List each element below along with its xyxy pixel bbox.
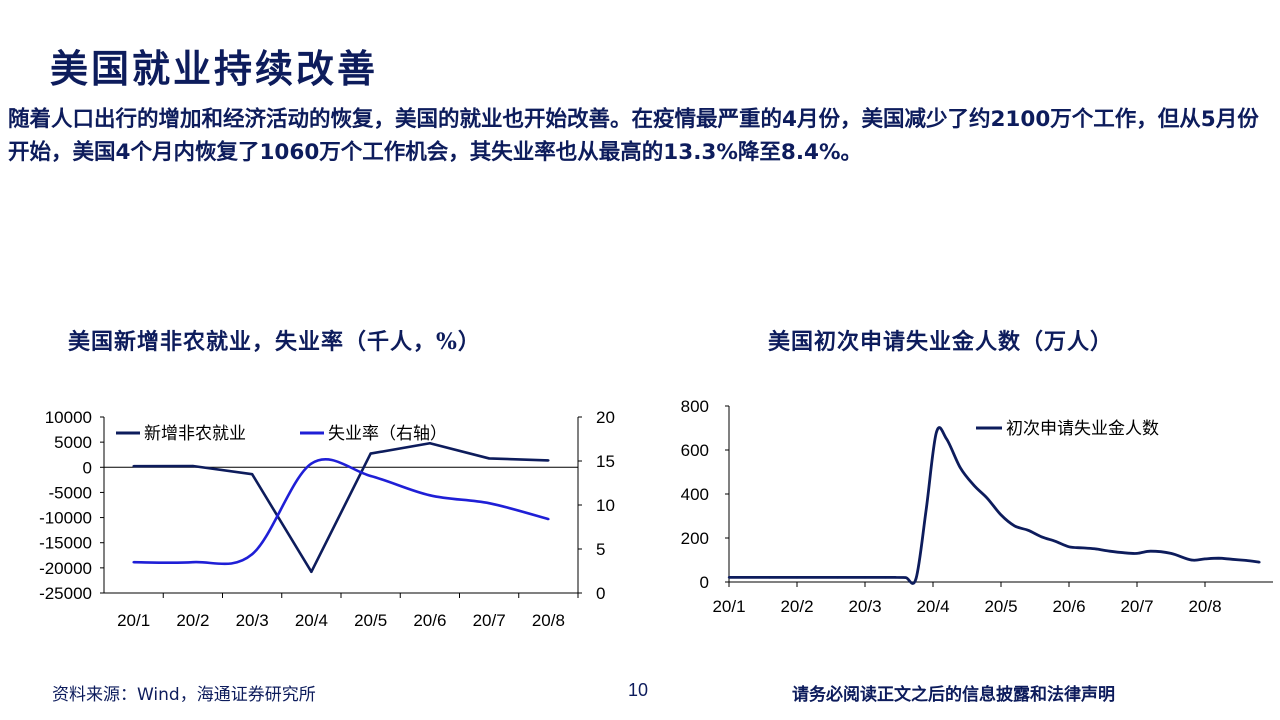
claims-point <box>768 576 771 579</box>
left-tick-label: 5000 <box>54 433 92 452</box>
payrolls-point <box>487 457 491 460</box>
payrolls-point <box>191 464 195 468</box>
unemployment-rate-point <box>487 502 491 505</box>
payrolls-point <box>250 472 254 476</box>
unemployment-rate-point <box>310 462 313 465</box>
claims-point <box>1108 550 1111 553</box>
x-tick-label: 20/8 <box>532 611 565 630</box>
y-tick-label: 600 <box>681 441 709 460</box>
left-tick-label: 0 <box>83 458 92 477</box>
claims-point <box>894 576 897 579</box>
claims-point <box>1231 558 1234 561</box>
chart-title-claims: 美国初次申请失业金人数（万人） <box>768 329 1114 355</box>
left-tick-label: -10000 <box>39 509 92 528</box>
disclaimer-link[interactable]: 请务必阅读正文之后的信息披露和法律声明 <box>792 685 1115 705</box>
x-tick-label: 20/5 <box>354 611 387 630</box>
claims-point <box>1081 546 1084 550</box>
unemployment-rate-point <box>132 561 135 564</box>
left-tick-label: -20000 <box>39 559 92 578</box>
legend-label-claims: 初次申请失业金人数 <box>1006 419 1159 439</box>
claims-point <box>863 576 867 579</box>
claims-point <box>914 577 918 580</box>
y-tick-label: 800 <box>681 397 709 416</box>
legend-label-payrolls: 新增非农就业 <box>144 424 246 444</box>
x-tick-label: 20/2 <box>176 611 209 630</box>
y-tick-label: 400 <box>681 485 709 504</box>
payrolls-line <box>133 441 549 574</box>
x-tick-label: 20/7 <box>473 611 506 630</box>
claims-point <box>1169 552 1173 555</box>
claims-point <box>945 437 948 441</box>
payrolls-point <box>132 465 135 468</box>
left-tick-label: -25000 <box>39 584 92 603</box>
unemployment-rate-point <box>547 517 550 521</box>
unemployment-rate-point <box>428 494 432 497</box>
payrolls-point <box>547 459 550 462</box>
claims-point <box>1054 540 1057 543</box>
x-tick-label: 20/4 <box>295 611 328 630</box>
claims-point <box>972 484 975 487</box>
right-tick-label: 0 <box>596 584 605 603</box>
claims-point <box>1258 561 1261 564</box>
x-tick-label: 20/3 <box>848 597 881 616</box>
unemployment-rate-point <box>369 474 372 478</box>
x-tick-label: 20/1 <box>117 611 150 630</box>
claims-point <box>1027 529 1030 532</box>
claims-point <box>1244 559 1247 562</box>
x-tick-label: 20/6 <box>1052 597 1085 616</box>
slide-title: 美国就业持续改善 <box>50 46 379 91</box>
claims-point <box>1203 557 1207 561</box>
claims-point <box>1122 551 1125 554</box>
unemployment-rate-line <box>133 458 549 566</box>
source-note: 资料来源：Wind，海通证券研究所 <box>52 685 316 705</box>
x-tick-label: 20/3 <box>236 611 269 630</box>
claims-point <box>959 466 962 469</box>
left-tick-label: 10000 <box>45 408 92 427</box>
y-tick-label: 0 <box>700 573 709 592</box>
jobless-claims-chart: 800 600 400 200 020/1 20/2 20/3 20/4 20/5 20/6 20/… <box>681 397 1273 616</box>
claims-point <box>1095 547 1098 551</box>
claims-point <box>1135 552 1139 555</box>
right-tick-label: 5 <box>596 540 605 559</box>
claims-point <box>1013 524 1016 528</box>
claims-point <box>935 431 938 434</box>
right-tick-label: 15 <box>596 452 615 471</box>
claims-point <box>1040 535 1043 539</box>
legend-label-unemployment: 失业率（右轴） <box>328 424 447 444</box>
claims-point <box>999 513 1003 517</box>
claims-point <box>727 576 731 579</box>
intro-paragraph: 随着人口出行的增加和经济活动的恢复，美国的就业也开始改善。在疫情最严重的4月份，… <box>8 107 1259 165</box>
claims-point <box>904 576 907 579</box>
claims-point <box>795 576 799 579</box>
payrolls-point <box>310 570 313 574</box>
claims-point <box>1217 557 1220 560</box>
unemployment-rate-point <box>191 561 195 564</box>
left-tick-label: -15000 <box>39 534 92 553</box>
right-tick-label: 20 <box>596 408 615 427</box>
claims-point <box>884 576 887 579</box>
payrolls-point <box>428 442 432 445</box>
left-tick-label: -5000 <box>49 483 92 502</box>
claims-point <box>836 576 839 579</box>
x-tick-label: 20/4 <box>916 597 949 616</box>
unemployment-rate-point <box>250 553 254 556</box>
page-number: 10 <box>628 680 649 700</box>
x-tick-label: 20/7 <box>1120 597 1153 616</box>
right-tick-label: 10 <box>596 496 615 515</box>
x-tick-label: 20/5 <box>984 597 1017 616</box>
chart-title-payrolls: 美国新增非农就业，失业率（千人，%） <box>68 329 481 355</box>
claims-point <box>925 508 928 511</box>
y-tick-label: 200 <box>681 529 709 548</box>
claims-line <box>729 426 1260 585</box>
claims-point <box>1190 558 1193 562</box>
x-tick-label: 20/2 <box>780 597 813 616</box>
x-tick-label: 20/6 <box>413 611 446 630</box>
claims-point <box>1149 550 1152 553</box>
payrolls-point <box>369 452 372 455</box>
payrolls-unemployment-chart: 10000 5000 0 -5000 -10000 -15000 -20000 -25000 2… <box>39 408 615 630</box>
claims-point <box>1067 545 1071 548</box>
x-tick-label: 20/8 <box>1188 597 1221 616</box>
x-tick-label: 20/1 <box>712 597 745 616</box>
claims-point <box>986 497 989 500</box>
